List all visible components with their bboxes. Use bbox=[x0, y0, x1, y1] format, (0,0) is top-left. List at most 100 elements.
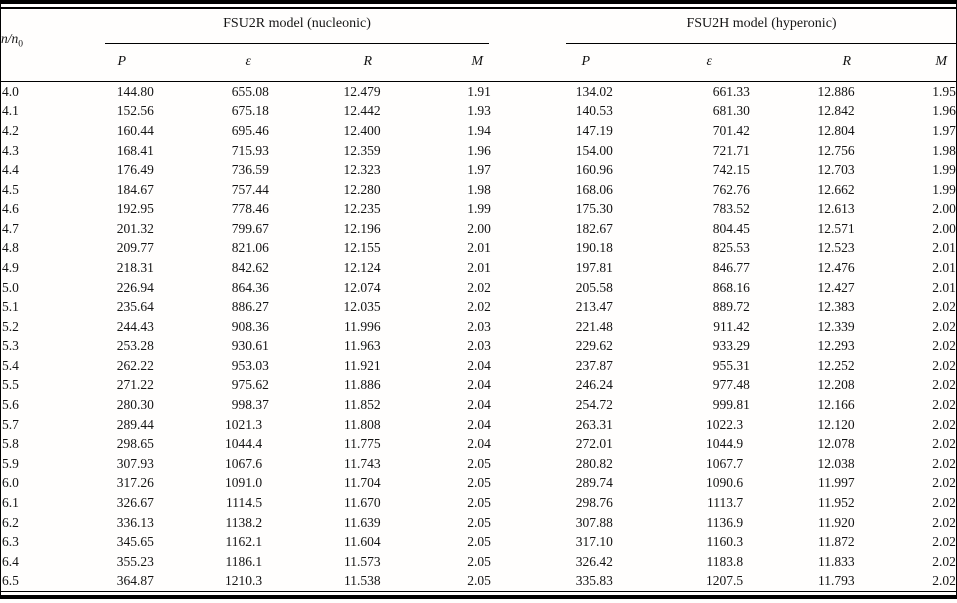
cell-value: 2.02 bbox=[467, 279, 491, 295]
cell-value: 364.87 bbox=[116, 573, 154, 589]
cell-value: 2.04 bbox=[467, 416, 491, 432]
cell-density: 5.0 bbox=[2, 279, 19, 295]
cell-value: 1210.3 bbox=[225, 573, 263, 589]
cell-density: 4.1 bbox=[2, 103, 19, 119]
cell-density: 6.0 bbox=[2, 475, 19, 491]
cell-value: 176.49 bbox=[116, 162, 154, 178]
table-row: 4.7 201.32 799.67 12.196 2.00 182.67 804.45 12.… bbox=[0, 219, 957, 239]
cell-value: 886.27 bbox=[231, 299, 269, 315]
cell-density: 5.9 bbox=[2, 455, 19, 471]
cell-value: 11.952 bbox=[818, 494, 855, 510]
cell-value: 144.80 bbox=[116, 83, 154, 99]
cell-value: 1022.3 bbox=[706, 416, 744, 432]
cell-value: 736.59 bbox=[231, 162, 269, 178]
group-title-fsu2h: FSU2H model (hyperonic) bbox=[686, 16, 837, 31]
cell-density: 4.2 bbox=[2, 122, 19, 138]
cell-value: 783.52 bbox=[712, 201, 750, 217]
cell-value: 11.793 bbox=[818, 573, 855, 589]
table-row: 5.3 253.28 930.61 11.963 2.03 229.62 933.29 12.… bbox=[0, 337, 957, 357]
cell-value: 12.293 bbox=[817, 338, 855, 354]
cell-value: 12.756 bbox=[817, 142, 855, 158]
cell-value: 1.95 bbox=[932, 83, 956, 99]
cell-value: 12.571 bbox=[817, 220, 855, 236]
cell-value: 701.42 bbox=[712, 122, 750, 138]
cell-value: 197.81 bbox=[575, 259, 613, 275]
cell-value: 190.18 bbox=[575, 240, 613, 256]
cell-value: 2.05 bbox=[467, 475, 491, 491]
cell-value: 263.31 bbox=[575, 416, 613, 432]
table-row: 6.1 326.67 1114.5 11.670 2.05 298.76 1113.7 11.… bbox=[0, 493, 957, 513]
cell-value: 168.41 bbox=[116, 142, 154, 158]
table-row: 5.7 289.44 1021.3 11.808 2.04 263.31 1022.3 12.… bbox=[0, 415, 957, 435]
cell-value: 2.02 bbox=[467, 299, 491, 315]
left-border bbox=[0, 2, 1, 599]
table-body: 4.0 144.80 655.08 12.479 1.91 134.02 661.33 12.… bbox=[0, 82, 957, 592]
cell-value: 1067.6 bbox=[225, 455, 263, 471]
cell-value: 11.886 bbox=[344, 377, 381, 393]
cell-value: 1067.7 bbox=[706, 455, 744, 471]
cell-value: 209.77 bbox=[116, 240, 154, 256]
cell-value: 1044.4 bbox=[225, 436, 263, 452]
group-underline-fsu2h: FSU2H model (hyperonic) bbox=[566, 9, 957, 44]
bottom-border-thick bbox=[0, 595, 957, 599]
col-header-radius-left: R bbox=[270, 43, 382, 82]
cell-value: 12.166 bbox=[817, 397, 855, 413]
cell-value: 262.22 bbox=[116, 357, 154, 373]
cell-value: 778.46 bbox=[231, 201, 269, 217]
table-row: 5.0 226.94 864.36 12.074 2.02 205.58 868.16 12.… bbox=[0, 278, 957, 298]
cell-value: 2.04 bbox=[467, 377, 491, 393]
cell-value: 2.02 bbox=[932, 397, 956, 413]
cell-value: 1044.9 bbox=[706, 436, 744, 452]
cell-value: 272.01 bbox=[575, 436, 613, 452]
cell-value: 933.29 bbox=[712, 338, 750, 354]
cell-value: 2.01 bbox=[467, 240, 491, 256]
cell-value: 2.01 bbox=[467, 259, 491, 275]
cell-value: 205.58 bbox=[575, 279, 613, 295]
cell-value: 154.00 bbox=[575, 142, 613, 158]
cell-value: 12.427 bbox=[817, 279, 855, 295]
table-row: 4.8 209.77 821.06 12.155 2.01 190.18 825.53 12.… bbox=[0, 239, 957, 259]
cell-value: 1.93 bbox=[467, 103, 491, 119]
cell-density: 6.1 bbox=[2, 494, 19, 510]
table-row: 4.9 218.31 842.62 12.124 2.01 197.81 846.77 12.… bbox=[0, 258, 957, 278]
cell-value: 1091.0 bbox=[225, 475, 263, 491]
cell-value: 11.963 bbox=[344, 338, 381, 354]
cell-value: 184.67 bbox=[116, 181, 154, 197]
cell-value: 681.30 bbox=[712, 103, 750, 119]
cell-density: 6.3 bbox=[2, 534, 19, 550]
cell-value: 12.339 bbox=[817, 318, 855, 334]
cell-value: 11.872 bbox=[818, 534, 855, 550]
cell-value: 742.15 bbox=[712, 162, 750, 178]
table-row: 6.3 345.65 1162.1 11.604 2.05 317.10 1160.3 11.… bbox=[0, 532, 957, 552]
cell-value: 2.04 bbox=[467, 357, 491, 373]
cell-value: 864.36 bbox=[231, 279, 269, 295]
cell-value: 1183.8 bbox=[706, 553, 744, 569]
cell-value: 160.96 bbox=[575, 162, 613, 178]
cell-density: 5.5 bbox=[2, 377, 19, 393]
cell-density: 4.5 bbox=[2, 181, 19, 197]
cell-density: 4.9 bbox=[2, 259, 19, 275]
cell-value: 2.04 bbox=[467, 397, 491, 413]
cell-value: 1138.2 bbox=[225, 514, 263, 530]
cell-value: 289.74 bbox=[575, 475, 613, 491]
table-row: 6.2 336.13 1138.2 11.639 2.05 307.88 1136.9 11.… bbox=[0, 513, 957, 533]
cell-value: 298.76 bbox=[575, 494, 613, 510]
table-row: 4.6 192.95 778.46 12.235 1.99 175.30 783.52 12.… bbox=[0, 199, 957, 219]
group-underline-fsu2r: FSU2R model (nucleonic) bbox=[105, 9, 490, 44]
cell-value: 12.323 bbox=[343, 162, 381, 178]
table-row: 4.5 184.67 757.44 12.280 1.98 168.06 762.76 12.… bbox=[0, 180, 957, 200]
cell-value: 1.94 bbox=[467, 122, 491, 138]
cell-value: 326.42 bbox=[575, 553, 613, 569]
cell-value: 152.56 bbox=[116, 103, 154, 119]
cell-value: 254.72 bbox=[575, 397, 613, 413]
cell-value: 11.639 bbox=[344, 514, 381, 530]
cell-value: 280.82 bbox=[575, 455, 613, 471]
cell-value: 955.31 bbox=[712, 357, 750, 373]
cell-value: 229.62 bbox=[575, 338, 613, 354]
group-header-row: n/n0 FSU2R model (nucleonic) FSU2H model… bbox=[0, 9, 957, 82]
cell-value: 1.97 bbox=[932, 122, 956, 138]
cell-value: 1114.5 bbox=[226, 494, 263, 510]
cell-value: 2.02 bbox=[932, 514, 956, 530]
top-border-thin bbox=[0, 7, 957, 9]
cell-value: 999.81 bbox=[712, 397, 750, 413]
